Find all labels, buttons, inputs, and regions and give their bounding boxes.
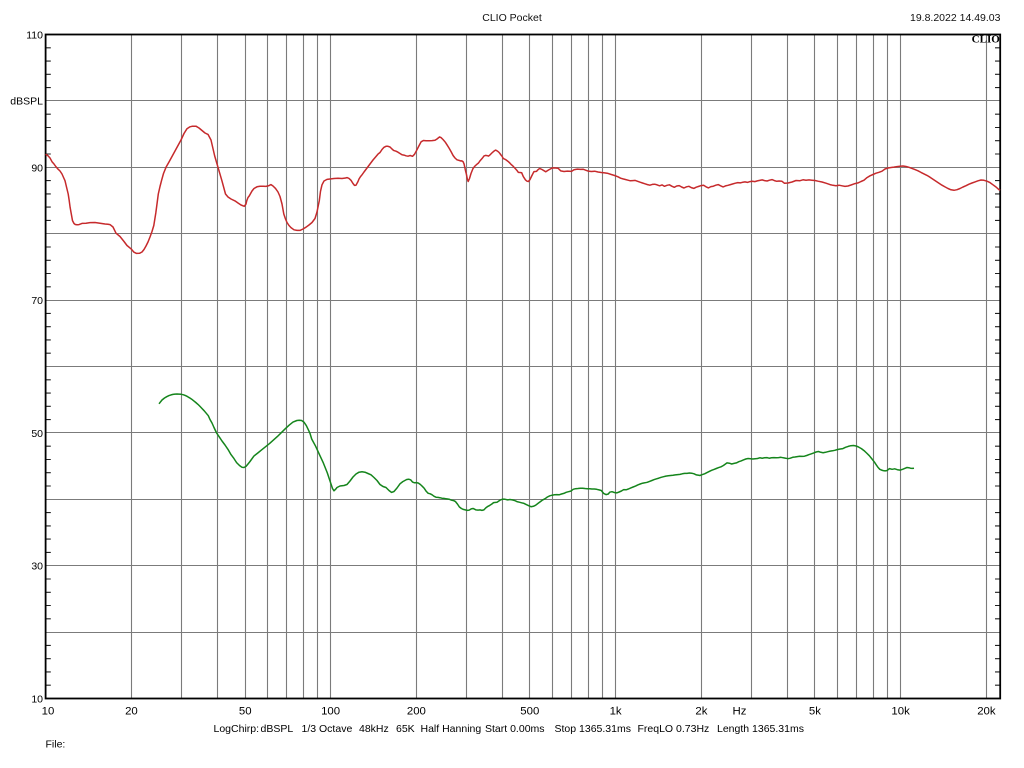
svg-text:500: 500 bbox=[520, 705, 539, 717]
svg-text:Length 1365.31ms: Length 1365.31ms bbox=[717, 723, 804, 735]
svg-text:dBSPL: dBSPL bbox=[10, 96, 43, 108]
svg-text:dBSPL: dBSPL bbox=[261, 723, 294, 735]
svg-text:10: 10 bbox=[42, 705, 55, 717]
svg-text:110: 110 bbox=[26, 30, 43, 42]
svg-text:50: 50 bbox=[31, 428, 43, 440]
svg-text:File:: File: bbox=[46, 739, 66, 751]
svg-text:1k: 1k bbox=[610, 705, 622, 717]
svg-text:20: 20 bbox=[125, 705, 138, 717]
svg-text:48kHz: 48kHz bbox=[359, 723, 389, 735]
svg-text:10: 10 bbox=[31, 694, 43, 706]
svg-text:FreqLO 0.73Hz: FreqLO 0.73Hz bbox=[638, 723, 710, 735]
svg-text:2k: 2k bbox=[695, 705, 707, 717]
svg-text:Start 0.00ms: Start 0.00ms bbox=[485, 723, 545, 735]
svg-text:CLIO: CLIO bbox=[972, 34, 1001, 46]
svg-text:200: 200 bbox=[407, 705, 426, 717]
svg-text:10k: 10k bbox=[891, 705, 910, 717]
svg-text:19.8.2022 14.49.03: 19.8.2022 14.49.03 bbox=[910, 12, 1001, 24]
svg-text:1/3 Octave: 1/3 Octave bbox=[302, 723, 353, 735]
svg-text:70: 70 bbox=[31, 295, 43, 307]
svg-text:30: 30 bbox=[31, 561, 43, 573]
svg-text:50: 50 bbox=[239, 705, 252, 717]
svg-text:LogChirp:: LogChirp: bbox=[214, 723, 260, 735]
svg-text:5k: 5k bbox=[809, 705, 821, 717]
svg-text:100: 100 bbox=[321, 705, 340, 717]
svg-text:20k: 20k bbox=[977, 705, 996, 717]
svg-text:Stop 1365.31ms: Stop 1365.31ms bbox=[555, 723, 631, 735]
svg-text:CLIO Pocket: CLIO Pocket bbox=[482, 12, 542, 24]
svg-text:Half Hanning: Half Hanning bbox=[421, 723, 482, 735]
svg-text:90: 90 bbox=[31, 162, 43, 174]
svg-text:65K: 65K bbox=[396, 723, 415, 735]
svg-text:Hz: Hz bbox=[733, 705, 747, 717]
